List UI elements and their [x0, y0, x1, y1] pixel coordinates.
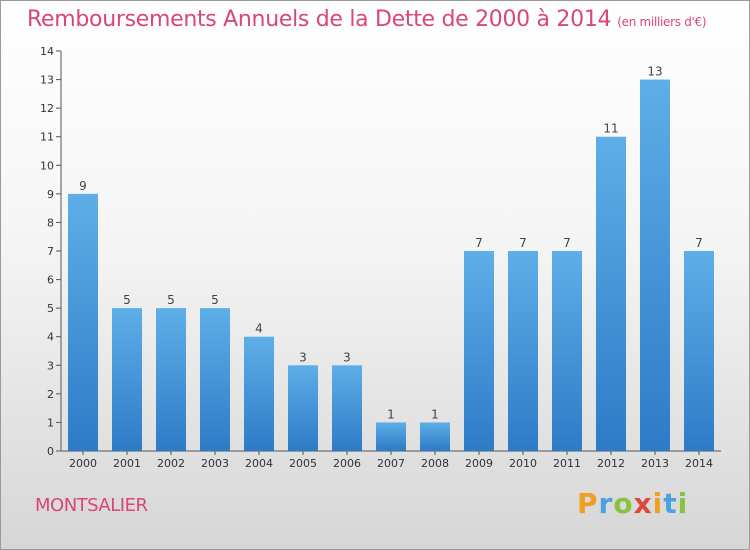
y-tick-label: 1 [47, 416, 54, 429]
logo-letter: P [577, 487, 599, 520]
x-tick-label: 2000 [69, 457, 97, 470]
y-tick-label: 12 [40, 102, 54, 115]
y-tick-label: 3 [47, 359, 54, 372]
bar [640, 79, 670, 452]
bar-value-label: 7 [519, 236, 527, 250]
x-tick-label: 2001 [113, 457, 141, 470]
bar [464, 251, 494, 451]
bar [288, 365, 318, 451]
bar-value-label: 13 [647, 65, 662, 79]
x-tick-label: 2005 [289, 457, 317, 470]
bar [156, 308, 186, 451]
y-tick-label: 11 [40, 131, 54, 144]
bar-value-label: 11 [603, 122, 618, 136]
x-tick-label: 2013 [641, 457, 669, 470]
y-tick-label: 4 [47, 331, 54, 344]
bar [200, 308, 230, 451]
bar-value-label: 7 [475, 236, 483, 250]
x-tick-label: 2014 [685, 457, 713, 470]
x-tick-label: 2008 [421, 457, 449, 470]
bar [420, 422, 450, 451]
logo-letter: i [652, 487, 664, 520]
y-tick-label: 2 [47, 388, 54, 401]
bar-value-label: 5 [123, 293, 131, 307]
y-tick-label: 8 [47, 216, 54, 229]
logo-letter: o [613, 487, 634, 520]
y-tick-label: 14 [40, 45, 54, 58]
x-tick-label: 2002 [157, 457, 185, 470]
y-tick-label: 6 [47, 274, 54, 287]
chart-title-text: Remboursements Annuels de la Dette de 20… [27, 7, 612, 32]
x-tick-label: 2010 [509, 457, 537, 470]
y-tick-label: 13 [40, 74, 54, 87]
bar [332, 365, 362, 451]
x-tick-label: 2003 [201, 457, 229, 470]
x-tick-label: 2004 [245, 457, 273, 470]
logo-letter: i [677, 487, 689, 520]
logo-letter: r [598, 487, 614, 520]
bar-value-label: 9 [79, 179, 87, 193]
logo-letter: x [633, 487, 653, 520]
chart-title: Remboursements Annuels de la Dette de 20… [27, 7, 707, 32]
bar [552, 251, 582, 451]
bar-value-label: 3 [343, 350, 351, 364]
chart-unit: (en milliers d'€) [617, 15, 707, 29]
commune-name: MONTSALIER [35, 495, 148, 516]
bar [376, 422, 406, 451]
bar-value-label: 5 [167, 293, 175, 307]
bar-value-label: 1 [431, 407, 439, 421]
logo-letter: t [663, 487, 678, 520]
y-tick-label: 0 [47, 445, 54, 458]
y-tick-label: 7 [47, 245, 54, 258]
bar-value-label: 5 [211, 293, 219, 307]
x-tick-label: 2011 [553, 457, 581, 470]
bar-value-label: 1 [387, 407, 395, 421]
bar [508, 251, 538, 451]
bar [112, 308, 142, 451]
bar [244, 336, 274, 451]
bar-value-label: 4 [255, 322, 263, 336]
y-tick-label: 5 [47, 302, 54, 315]
y-tick-label: 9 [47, 188, 54, 201]
bar [596, 136, 626, 451]
proxiti-logo: Proxiti [577, 487, 688, 520]
y-tick-label: 10 [40, 159, 54, 172]
bar-value-label: 3 [299, 350, 307, 364]
bar-value-label: 7 [563, 236, 571, 250]
bar [684, 251, 714, 451]
bar [68, 193, 98, 451]
x-tick-label: 2006 [333, 457, 361, 470]
x-tick-label: 2012 [597, 457, 625, 470]
x-tick-label: 2009 [465, 457, 493, 470]
bar-value-label: 7 [695, 236, 703, 250]
x-tick-label: 2007 [377, 457, 405, 470]
